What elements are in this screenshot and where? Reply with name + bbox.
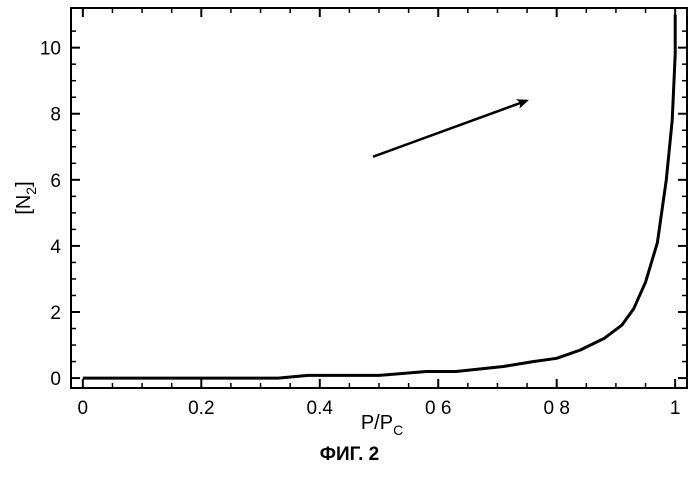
ticks	[71, 8, 687, 388]
x-tick-label: 0.4	[307, 398, 334, 419]
y-axis-title: [N2]	[13, 181, 39, 214]
x-tick-label: 1	[670, 398, 681, 419]
y-tick-label: 0	[50, 369, 61, 390]
x-tick-label: 0 6	[425, 398, 451, 419]
plot-frame	[71, 8, 687, 388]
y-tick-label: 4	[50, 237, 61, 258]
x-tick-label: 0	[78, 398, 89, 419]
x-tick-label: 0.2	[188, 398, 214, 419]
x-tick-label: 0 8	[543, 398, 569, 419]
chart: 00.20.40 60 810246810 P/PC [N2]	[0, 0, 699, 440]
y-tick-label: 6	[50, 171, 61, 192]
y-tick-label: 10	[40, 39, 61, 60]
figure-caption: ФИГ. 2	[0, 444, 699, 466]
y-tick-label: 8	[50, 105, 61, 126]
annotation-arrow	[373, 101, 527, 157]
y-tick-label: 2	[50, 303, 61, 324]
tick-labels: 00.20.40 60 810246810	[40, 39, 681, 419]
series-line	[83, 15, 675, 379]
x-axis-title: P/PC	[361, 412, 403, 438]
